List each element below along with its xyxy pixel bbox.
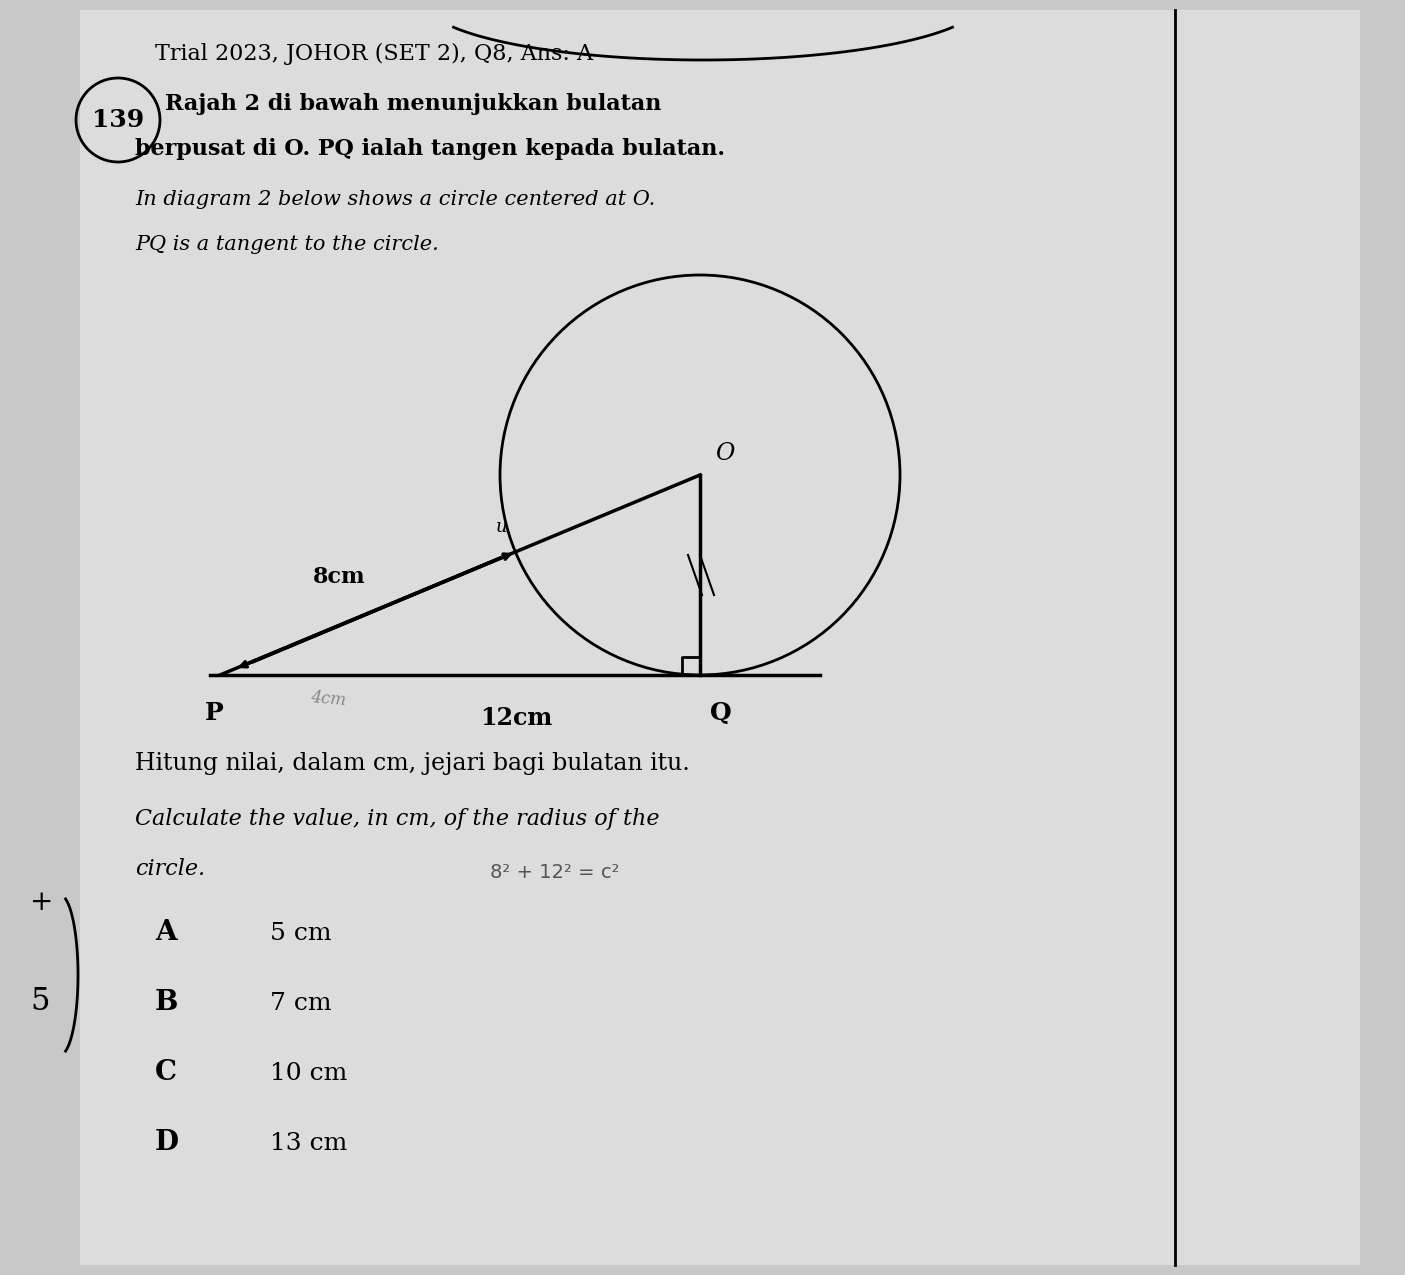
Text: u: u (496, 518, 507, 536)
Text: 4cm: 4cm (311, 688, 347, 709)
Text: 5 cm: 5 cm (270, 922, 332, 945)
Text: PQ is a tangent to the circle.: PQ is a tangent to the circle. (135, 235, 438, 254)
Text: berpusat di O. PQ ialah tangen kepada bulatan.: berpusat di O. PQ ialah tangen kepada bu… (135, 138, 725, 159)
Text: Calculate the value, in cm, of the radius of the: Calculate the value, in cm, of the radiu… (135, 808, 659, 830)
Text: 8cm: 8cm (313, 566, 365, 589)
Text: P: P (205, 701, 223, 725)
Text: O: O (715, 442, 735, 465)
Text: +: + (30, 889, 53, 915)
Text: 13 cm: 13 cm (270, 1132, 347, 1155)
Text: Q: Q (710, 701, 732, 725)
Text: 10 cm: 10 cm (270, 1062, 347, 1085)
Text: Rajah 2 di bawah menunjukkan bulatan: Rajah 2 di bawah menunjukkan bulatan (164, 93, 662, 115)
Text: A: A (155, 919, 177, 946)
Text: 8² + 12² = c²: 8² + 12² = c² (490, 863, 620, 882)
Text: C: C (155, 1060, 177, 1086)
Text: 5: 5 (30, 986, 49, 1017)
Text: 12cm: 12cm (481, 706, 552, 731)
Text: Trial 2023, JOHOR (SET 2), Q8, Ans: A: Trial 2023, JOHOR (SET 2), Q8, Ans: A (155, 43, 593, 65)
Text: In diagram 2 below shows a circle centered at O.: In diagram 2 below shows a circle center… (135, 190, 655, 209)
Text: circle.: circle. (135, 858, 205, 880)
Text: B: B (155, 989, 178, 1016)
Text: 139: 139 (91, 108, 145, 133)
Text: D: D (155, 1128, 178, 1156)
Text: Hitung nilai, dalam cm, jejari bagi bulatan itu.: Hitung nilai, dalam cm, jejari bagi bula… (135, 752, 690, 775)
Text: 7 cm: 7 cm (270, 992, 332, 1015)
